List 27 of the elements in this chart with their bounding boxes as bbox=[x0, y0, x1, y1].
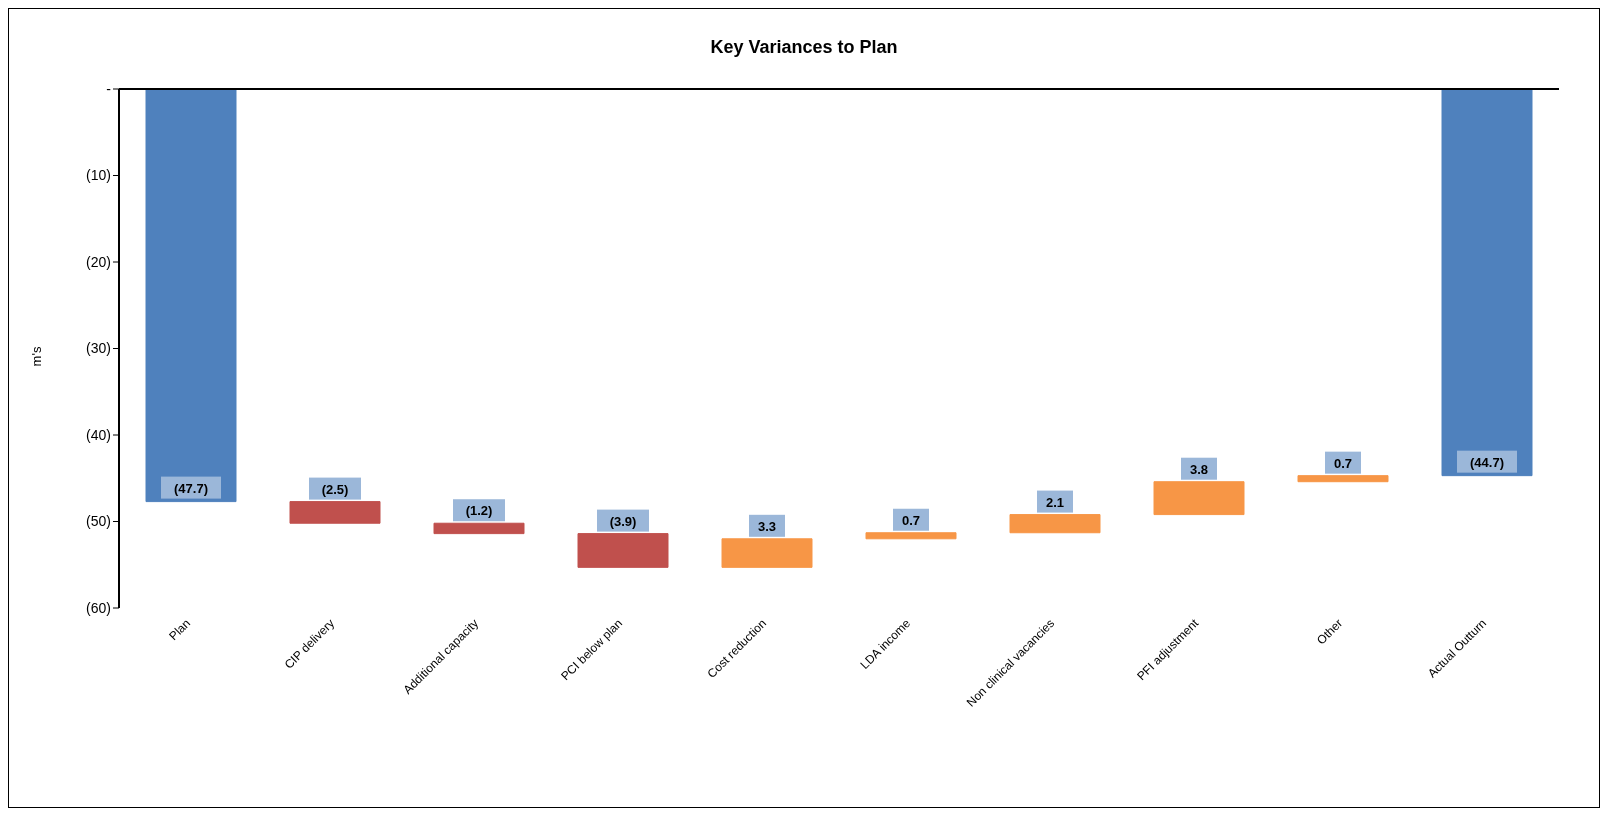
y-axis-title: m's bbox=[29, 346, 45, 367]
data-label: (3.9) bbox=[609, 513, 637, 529]
y-tick-label: (50) bbox=[86, 513, 111, 530]
y-tick-label: - bbox=[106, 80, 112, 97]
chart-title: Key Variances to Plan bbox=[709, 36, 899, 58]
data-label: 2.1 bbox=[1045, 494, 1065, 510]
bar bbox=[865, 532, 957, 540]
x-tick-label: Plan bbox=[166, 616, 194, 644]
data-label: 0.7 bbox=[901, 512, 921, 528]
bar bbox=[1441, 89, 1533, 477]
data-label: 3.3 bbox=[757, 518, 777, 534]
bar bbox=[1297, 475, 1389, 483]
y-tick-label: (30) bbox=[86, 340, 111, 357]
data-label: (2.5) bbox=[321, 481, 349, 497]
bar bbox=[1009, 514, 1101, 534]
y-tick-label: (60) bbox=[86, 599, 111, 616]
data-label: (44.7) bbox=[1470, 454, 1504, 470]
y-tick-label: (20) bbox=[86, 253, 111, 270]
data-label: (47.7) bbox=[174, 480, 208, 496]
data-label: 3.8 bbox=[1189, 461, 1209, 477]
bar bbox=[1153, 481, 1245, 516]
data-label: (1.2) bbox=[465, 503, 493, 519]
data-label: 0.7 bbox=[1333, 455, 1353, 471]
y-tick-label: (10) bbox=[86, 167, 111, 184]
bar bbox=[145, 89, 237, 503]
y-tick-label: (40) bbox=[86, 426, 111, 443]
bar bbox=[721, 538, 813, 568]
